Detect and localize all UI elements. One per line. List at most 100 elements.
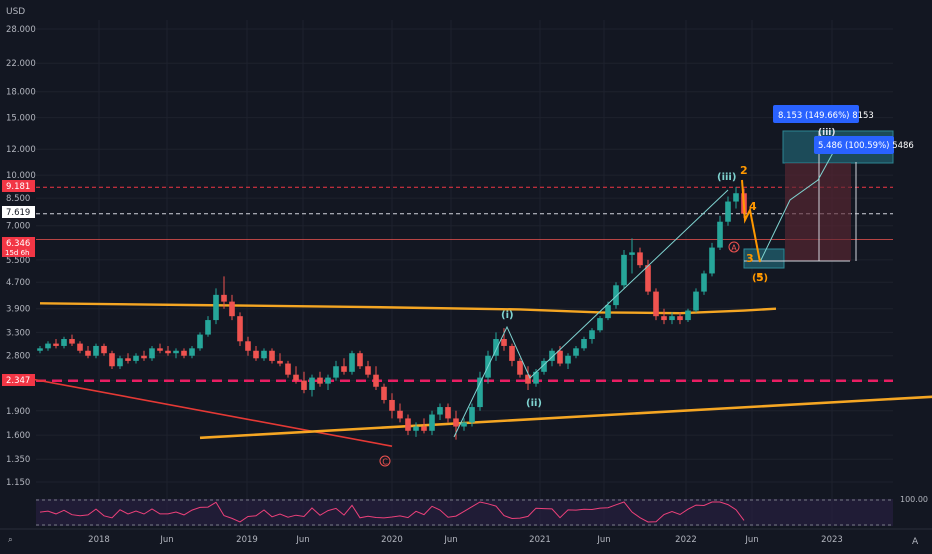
candle-body — [429, 414, 435, 431]
wave-label: (i) — [501, 310, 514, 321]
candle-body — [629, 252, 635, 255]
candle-body — [397, 410, 403, 419]
candle-body — [77, 343, 83, 351]
target-upper-box — [773, 105, 859, 123]
candle-body — [373, 374, 379, 387]
y-tick-label: 4.700 — [6, 278, 30, 288]
y-tick-label: 5.500 — [6, 256, 30, 266]
x-tick-label: 2022 — [675, 535, 697, 545]
candle-body — [197, 334, 203, 349]
currency-label: USD — [6, 7, 25, 17]
price-tag-subtext: 15d 6h — [5, 249, 29, 257]
candle-body — [725, 201, 731, 222]
candle-body — [181, 350, 187, 356]
candle-body — [53, 343, 59, 346]
candle-body — [509, 345, 515, 361]
candle-body — [533, 371, 539, 384]
rsi-panel — [36, 499, 893, 526]
price-tag-box — [2, 180, 35, 192]
x-tick-label: Jun — [596, 535, 610, 545]
wave-label: (ii) — [526, 398, 542, 409]
trendline — [199, 395, 932, 440]
candle-body — [45, 343, 51, 349]
candle-body — [605, 305, 611, 319]
risk-zone — [785, 163, 851, 261]
candle-body — [621, 254, 627, 286]
rsi-line — [39, 501, 745, 523]
candle-body — [573, 348, 579, 356]
candle-body — [525, 374, 531, 384]
x-tick-label: 2018 — [88, 535, 110, 545]
candle-body — [237, 316, 243, 342]
x-tick-label: Jun — [744, 535, 758, 545]
candle-body — [693, 291, 699, 311]
candle-body — [245, 341, 251, 351]
wave-label: 3 — [746, 252, 754, 265]
price-tag-box — [2, 206, 35, 218]
candle-body — [61, 339, 67, 346]
projection-path — [759, 139, 841, 263]
target-lower-label: 5.486 (100.59%) 5486 — [818, 141, 914, 151]
y-tick-label: 7.000 — [6, 222, 30, 232]
candle-body — [557, 350, 563, 364]
candle-body — [501, 339, 507, 346]
trendline — [23, 376, 393, 447]
candle-body — [581, 339, 587, 349]
candle-body — [661, 316, 667, 321]
corner-label[interactable]: A — [912, 537, 919, 547]
candle-body — [381, 386, 387, 400]
candle-body — [613, 285, 619, 306]
candle-body — [341, 366, 347, 372]
candle-body — [517, 360, 523, 375]
y-tick-label: 28.000 — [6, 25, 36, 35]
candle-body — [301, 380, 307, 390]
candle-body — [637, 252, 643, 266]
target-upper-label: 8.153 (149.66%) 8153 — [778, 111, 874, 121]
price-tag-text: 7.619 — [6, 208, 30, 218]
wave-label: 2 — [740, 164, 748, 177]
candle-body — [117, 358, 123, 367]
price-tag-box — [2, 237, 35, 257]
candles — [37, 186, 747, 440]
candle-body — [253, 350, 259, 359]
candle-body — [133, 355, 139, 361]
candle-body — [269, 350, 275, 361]
candle-body — [205, 320, 211, 335]
grid — [36, 20, 893, 528]
y-tick-label: 1.600 — [6, 431, 30, 441]
candle-body — [493, 339, 499, 356]
candle-body — [37, 348, 43, 351]
x-tick-label: Jun — [443, 535, 457, 545]
candle-body — [365, 366, 371, 375]
wave-label: A — [731, 243, 737, 252]
y-tick-label: 8.500 — [6, 194, 30, 204]
candle-body — [333, 366, 339, 378]
candle-body — [93, 345, 99, 356]
x-tick-label: Jun — [295, 535, 309, 545]
projection — [453, 130, 894, 438]
price-tag-text: 9.181 — [6, 182, 30, 192]
candle-body — [221, 294, 227, 302]
y-tick-label: 1.350 — [6, 455, 30, 465]
candle-body — [173, 350, 179, 354]
y-tick-label: 15.000 — [6, 114, 36, 124]
wave-circle — [728, 241, 740, 253]
candle-body — [189, 348, 195, 356]
candle-body — [685, 310, 691, 321]
x-tick-label: 2021 — [529, 535, 551, 545]
wave-label: 4 — [749, 200, 757, 213]
candle-body — [477, 377, 483, 408]
wave-label: 5 — [756, 271, 764, 284]
wave-label: (iii) — [717, 172, 736, 183]
y-tick-label: 18.000 — [6, 88, 36, 98]
y-tick-label: 1.900 — [6, 407, 30, 417]
candle-body — [109, 353, 115, 367]
wave-label: C — [382, 457, 388, 466]
candle-body — [357, 353, 363, 367]
candle-body — [453, 418, 459, 427]
target-lower-box — [814, 136, 894, 154]
candle-body — [125, 358, 131, 361]
moving-average-line — [39, 302, 777, 315]
